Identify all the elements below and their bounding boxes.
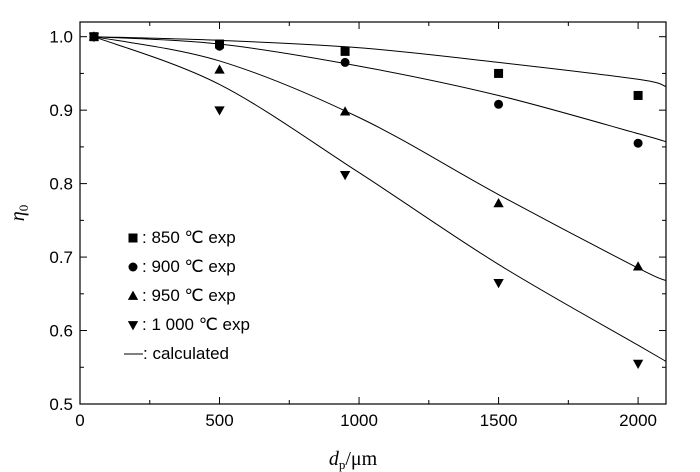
y-tick-label: 0.6 xyxy=(49,322,73,341)
point-square xyxy=(633,90,643,100)
point-triangle-down xyxy=(339,170,351,181)
point-circle xyxy=(215,41,225,51)
calculated-curve-3 xyxy=(93,36,667,282)
point-circle xyxy=(494,99,504,109)
y-tick-label: 0.8 xyxy=(49,175,73,194)
legend-label: : 850 ℃ exp xyxy=(142,228,236,247)
x-tick-label: 1000 xyxy=(340,411,378,430)
x-tick-label: 0 xyxy=(75,411,84,430)
plot-frame xyxy=(79,21,667,405)
legend-marker-triangle-down xyxy=(127,321,139,331)
point-square xyxy=(494,68,504,78)
legend-label: : 1 000 ℃ exp xyxy=(142,315,250,334)
y-tick-label: 0.9 xyxy=(49,101,73,120)
y-tick-label: 0.7 xyxy=(49,248,73,267)
calculated-curve-4 xyxy=(93,36,667,362)
y-tick-label: 1.0 xyxy=(49,28,73,47)
calculated-curve-2 xyxy=(93,36,667,143)
point-square xyxy=(340,46,350,56)
x-tick-label: 1500 xyxy=(480,411,518,430)
legend-label-calculated: : calculated xyxy=(143,344,229,363)
point-triangle-up xyxy=(214,64,225,74)
point-circle xyxy=(633,138,643,148)
point-triangle-up xyxy=(632,261,644,271)
legend-label: : 950 ℃ exp xyxy=(142,286,236,305)
legend-marker-triangle-up xyxy=(127,290,139,300)
y-tick-label: 0.5 xyxy=(49,395,73,414)
point-triangle-down xyxy=(493,278,504,289)
y-axis-title: η0 xyxy=(7,205,31,221)
legend-marker-square xyxy=(128,233,138,243)
point-circle xyxy=(340,57,350,67)
calculated-curve-1 xyxy=(93,36,667,88)
x-tick-label: 2000 xyxy=(619,411,657,430)
legend-label: : 900 ℃ exp xyxy=(142,257,236,276)
point-triangle-down xyxy=(88,32,100,43)
point-triangle-down xyxy=(214,106,225,116)
x-tick-label: 500 xyxy=(205,411,233,430)
point-triangle-up xyxy=(339,106,351,116)
point-triangle-up xyxy=(493,198,504,208)
x-axis-title: dp/μm xyxy=(329,448,378,472)
legend-marker-circle xyxy=(128,262,138,272)
point-triangle-down xyxy=(632,359,644,369)
